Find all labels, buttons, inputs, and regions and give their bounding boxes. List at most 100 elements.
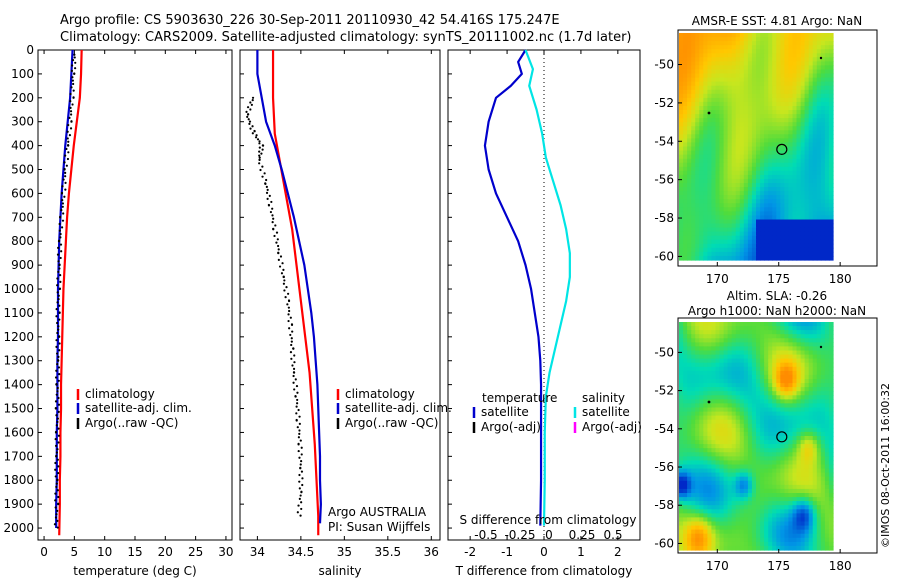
sst-map-cell: [739, 114, 745, 119]
sst-map-cell: [743, 65, 749, 71]
sla-map-cell: [760, 488, 765, 494]
sst-map-cell: [808, 33, 814, 38]
sst-map-cell: [739, 61, 745, 67]
sst-map-cell: [731, 114, 737, 119]
sla-map-cell: [792, 330, 798, 335]
sst-map-cell: [723, 227, 729, 233]
sst-map-cell: [824, 162, 830, 168]
sla-map-cell: [691, 545, 696, 551]
sla-map-cell: [788, 350, 794, 356]
sla-map-cell: [679, 411, 684, 417]
sst-map-cell: [784, 223, 790, 229]
sla-map-cell: [760, 545, 765, 551]
sla-map-cell: [735, 415, 741, 421]
sla-map-cell: [751, 419, 757, 425]
sst-map-cell: [723, 134, 729, 139]
sst-map-cell: [776, 122, 781, 127]
sst-map-cell: [820, 69, 826, 75]
sst-map-cell: [703, 203, 708, 208]
sst-map-cell: [764, 77, 769, 83]
sla-map-cell: [780, 488, 785, 494]
sla-map-cell: [780, 407, 785, 413]
sla-map-cell: [747, 452, 753, 457]
sst-map-cell: [788, 235, 794, 241]
sla-map-cell: [764, 387, 769, 392]
temperature-series-2-point: [74, 67, 77, 70]
sst-map-cell: [792, 195, 798, 200]
sla-map-cell: [727, 326, 733, 331]
sla-map-cell: [820, 342, 826, 348]
sst-map-cell: [679, 162, 684, 168]
sst-map-cell: [808, 97, 814, 103]
temperature-xtick-label: 30: [218, 545, 233, 559]
sla-map-cell: [788, 464, 794, 470]
sst-map-cell: [800, 134, 806, 139]
sst-map-cell: [808, 81, 814, 87]
sla-map-cell: [751, 395, 757, 400]
sla-map-cell: [808, 464, 814, 470]
sst-map-cell: [743, 85, 749, 91]
sla-map-cell: [760, 525, 765, 531]
sst-map-cell: [735, 187, 741, 192]
sla-map-cell: [800, 456, 806, 462]
sst-map-cell: [800, 191, 806, 196]
sst-map-cell: [776, 69, 781, 75]
sla-map-cell: [743, 517, 749, 523]
sst-map-cell: [687, 114, 692, 119]
sla-map-cell: [824, 334, 830, 339]
sst-map-ytick-label: -58: [654, 211, 674, 225]
sst-map-cell: [772, 101, 777, 107]
sst-map-cell: [776, 81, 781, 87]
sst-map-cell: [683, 146, 688, 152]
sst-map-cell: [747, 85, 753, 91]
sla-map-cell: [739, 513, 745, 519]
temperature-series-2-point: [70, 120, 73, 123]
sla-map-cell: [691, 440, 696, 445]
sst-map-cell: [751, 37, 757, 42]
sst-map-cell: [784, 138, 790, 144]
sst-map-cell: [695, 77, 700, 83]
depth-ytick-label: 1400: [3, 378, 34, 392]
sla-map-cell: [772, 541, 777, 547]
sla-map-cell: [731, 330, 737, 335]
sla-map-cell: [784, 338, 790, 343]
sla-map-cell: [760, 362, 765, 368]
sla-map-cell: [808, 334, 814, 339]
temperature-series-2-point: [59, 280, 62, 283]
sla-map-cell: [788, 362, 794, 368]
sst-map-cell: [808, 255, 814, 261]
salinity-series-2-point: [290, 343, 293, 347]
sla-map-cell: [695, 419, 700, 425]
sst-map-cell: [804, 130, 810, 135]
salinity-series-2-point: [249, 127, 252, 130]
sst-map-cell: [699, 255, 704, 261]
sla-map-cell: [764, 521, 769, 527]
sst-map-cell: [824, 174, 830, 180]
sst-map-cell: [772, 85, 777, 91]
sst-map-cell: [727, 33, 733, 38]
sla-map-cell: [812, 529, 818, 535]
sst-map-cell: [679, 118, 684, 123]
sla-map-cell: [756, 407, 761, 413]
temperature-series-2-point: [70, 69, 74, 72]
sla-map-cell: [719, 541, 725, 547]
sla-map-cell: [711, 431, 717, 437]
sst-map-cell: [735, 158, 741, 164]
sst-map-cell: [679, 235, 684, 241]
sst-map-cell: [711, 235, 717, 241]
sla-map-cell: [739, 480, 745, 486]
salinity-series-2-point: [296, 391, 299, 394]
difference-series-1: [524, 49, 571, 526]
sla-map-ytick-label: -60: [654, 536, 674, 550]
sla-map-cell: [824, 415, 830, 421]
sla-map-cell: [792, 334, 798, 339]
sst-map-cell: [756, 170, 761, 176]
sst-map-cell: [703, 219, 708, 225]
temperature-series-2-point: [66, 130, 69, 133]
sla-map-cell: [776, 497, 781, 502]
sla-map-cell: [756, 444, 761, 449]
sst-map-cell: [691, 227, 696, 233]
sla-map-cell: [731, 391, 737, 396]
sla-map-cell: [772, 322, 777, 327]
sst-map-cell: [764, 65, 769, 71]
